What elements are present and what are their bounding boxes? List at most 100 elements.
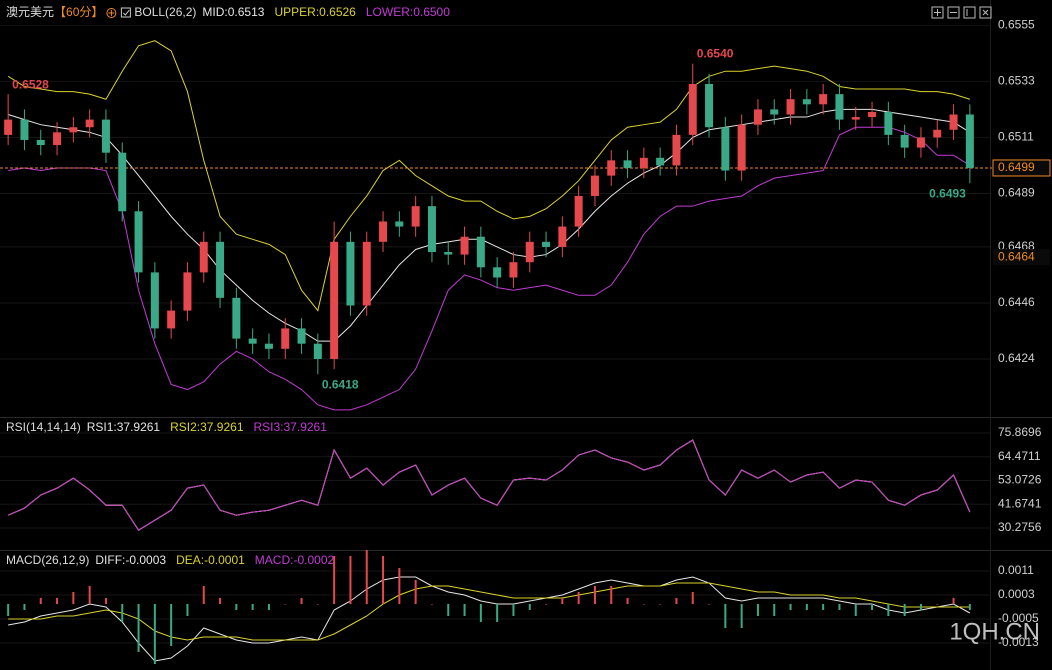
legend-label: MACD(26,12,9) xyxy=(6,553,89,567)
histogram-bar xyxy=(528,604,531,610)
candle-body xyxy=(281,328,290,349)
histogram-bar xyxy=(447,604,450,616)
toggle-check xyxy=(123,9,130,16)
histogram-bar xyxy=(936,604,939,605)
y-tick-label: 0.6511 xyxy=(998,130,1034,144)
tool-button[interactable] xyxy=(947,6,960,19)
histogram-bar xyxy=(202,586,205,604)
histogram-bar xyxy=(414,580,417,604)
candle-body xyxy=(770,109,779,115)
histogram-bar xyxy=(952,598,955,604)
histogram-bar xyxy=(463,604,466,616)
histogram-bar xyxy=(72,592,75,604)
candle-body xyxy=(900,134,909,148)
indicator-line xyxy=(8,576,971,662)
histogram-bar xyxy=(854,604,857,616)
histogram-bar xyxy=(349,556,352,604)
candle-body xyxy=(69,127,78,133)
candle-body xyxy=(476,236,485,268)
histogram-bar xyxy=(153,604,156,664)
tool-button[interactable] xyxy=(963,6,976,19)
histogram-bar xyxy=(121,604,124,622)
y-tick-label: 0.6489 xyxy=(998,186,1035,200)
candle-body xyxy=(753,109,762,125)
watermark: 1QH.CN xyxy=(949,618,1040,645)
candle-body xyxy=(183,272,192,311)
histogram-bar xyxy=(545,604,548,605)
candle-body xyxy=(916,137,925,148)
histogram-bar xyxy=(903,604,906,616)
candle-body xyxy=(786,99,795,115)
legend-label: RSI2:37.9261 xyxy=(170,420,244,434)
histogram-bar xyxy=(382,556,385,604)
candle-body xyxy=(868,111,877,118)
candle-body xyxy=(264,343,273,349)
candle-body xyxy=(542,241,551,247)
candle-body xyxy=(590,175,599,196)
y-tick-label: 30.2756 xyxy=(998,520,1042,534)
candle-body xyxy=(933,129,942,138)
histogram-bar xyxy=(170,604,173,646)
extreme-label: 0.6528 xyxy=(12,77,49,91)
candle-body xyxy=(721,127,730,171)
histogram-bar xyxy=(7,604,10,616)
histogram-bar xyxy=(561,598,564,604)
candle-body xyxy=(509,262,518,278)
histogram-bar xyxy=(708,604,711,605)
y-tick-label: 0.6533 xyxy=(998,74,1035,88)
legend-label: RSI3:37.9261 xyxy=(254,420,328,434)
candle-body xyxy=(411,206,420,227)
legend-label: MID:0.6513 xyxy=(202,5,264,19)
histogram-bar xyxy=(919,604,922,610)
candle-body xyxy=(705,83,714,128)
histogram-bar xyxy=(512,604,515,616)
tool-button[interactable] xyxy=(931,6,944,19)
extreme-label: 0.6418 xyxy=(322,377,359,391)
legend-label: MACD:-0.0002 xyxy=(255,553,335,567)
legend-label: 澳元美元 xyxy=(6,5,54,19)
candle-body xyxy=(216,241,225,298)
candle-body xyxy=(297,328,306,344)
candle-body xyxy=(150,272,159,329)
histogram-bar xyxy=(479,604,482,622)
candle-body xyxy=(427,206,436,253)
indicator-line xyxy=(8,582,970,641)
price-tag xyxy=(993,249,1050,266)
histogram-bar xyxy=(219,598,222,604)
indicator-line xyxy=(8,126,971,411)
y-tick-label: 75.8696 xyxy=(998,425,1042,439)
histogram-bar xyxy=(267,604,270,610)
histogram-bar xyxy=(365,550,368,604)
histogram-bar xyxy=(593,586,596,604)
histogram-bar xyxy=(39,598,42,604)
histogram-bar xyxy=(871,604,874,610)
y-tick-label: 0.0003 xyxy=(998,587,1035,601)
toggle-icon[interactable] xyxy=(120,7,131,18)
indicator-line xyxy=(7,40,970,312)
histogram-bar xyxy=(805,604,808,610)
add-icon[interactable] xyxy=(106,8,117,18)
candle-body xyxy=(53,132,62,146)
candle-body xyxy=(949,114,958,130)
candle-body xyxy=(460,236,469,255)
legend-label: DIFF:-0.0003 xyxy=(95,553,166,567)
histogram-bar xyxy=(610,586,613,604)
candle-body xyxy=(851,117,860,120)
candle-body xyxy=(167,310,176,329)
histogram-bar xyxy=(137,604,140,652)
toolbar xyxy=(931,6,992,19)
histogram-bar xyxy=(756,604,759,616)
candle-body xyxy=(558,226,567,247)
histogram-bar xyxy=(887,604,890,616)
y-tick-label: 0.0011 xyxy=(998,563,1034,577)
candle-body xyxy=(346,241,355,306)
histogram-bar xyxy=(251,604,254,610)
tool-button[interactable] xyxy=(979,6,992,19)
histogram-bar xyxy=(235,604,238,610)
histogram-bar xyxy=(333,556,336,604)
legend-label: LOWER:0.6500 xyxy=(366,5,450,19)
candle-body xyxy=(395,221,404,227)
legend-label: RSI(14,14,14) xyxy=(6,420,81,434)
histogram-bar xyxy=(822,604,825,610)
